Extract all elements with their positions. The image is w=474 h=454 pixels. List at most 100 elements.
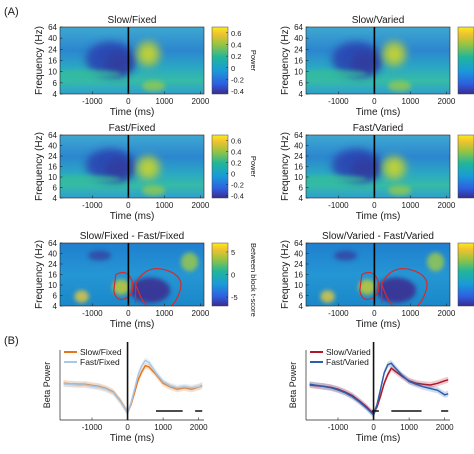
x-tick-label: -1000 (328, 97, 349, 106)
x-tick-label: 1000 (402, 309, 420, 318)
y-tick-label: 10 (294, 173, 303, 182)
y-tick-label: 16 (48, 57, 57, 66)
chart-title: Slow/Fixed - Fast/Fixed (80, 231, 184, 242)
y-tick-label: 64 (48, 131, 57, 140)
significance-contour (135, 267, 182, 306)
y-tick-label: 40 (294, 34, 303, 43)
colorbar-label: Between block t-score (249, 243, 258, 317)
y-tick-label: 24 (48, 45, 57, 54)
y-axis-label: Frequency (Hz) (34, 240, 45, 309)
heatmap-image (306, 27, 450, 94)
y-tick-label: 16 (48, 163, 57, 172)
y-tick-label: 16 (294, 271, 303, 280)
y-tick-label: 64 (294, 23, 303, 32)
x-axis-label: Time (ms) (356, 211, 401, 222)
significance-contour (359, 271, 380, 301)
y-tick-label: 6 (53, 184, 58, 193)
heatmap-2: Slow/Varied 4 6 10 16 24 40 64 -1000 0 1000 2000 Tim… (280, 15, 474, 118)
y-tick-label: 4 (53, 194, 58, 203)
heatmap-1: Slow/Fixed 4 6 10 16 24 40 64 -1000 0 1000 2000 Time… (34, 15, 258, 118)
heatmap-image (60, 27, 204, 94)
y-axis-label: Beta Power (42, 362, 52, 409)
legend-entry: Slow/Varied (326, 347, 371, 357)
colorbar-label: Power (249, 50, 258, 72)
y-axis-label: Frequency (Hz) (34, 26, 45, 95)
y-tick-label: 6 (53, 79, 58, 88)
colorbar-tick-label: 0 (231, 169, 235, 178)
x-tick-label: 1000 (402, 201, 420, 210)
y-tick-label: 4 (299, 302, 304, 311)
y-axis-label: Beta Power (288, 362, 298, 409)
x-axis-label: Time (ms) (110, 107, 155, 118)
y-tick-label: 24 (294, 45, 303, 54)
y-tick-label: 40 (48, 250, 57, 259)
colorbar-tick-label: 0.6 (231, 29, 241, 38)
legend-entry: Slow/Fixed (80, 347, 122, 357)
y-axis-label: Frequency (Hz) (280, 26, 291, 95)
chart-title: Slow/Varied - Fast/Varied (322, 231, 434, 242)
x-tick-label: 2000 (438, 97, 456, 106)
colorbar-tick-label: 0.2 (231, 158, 241, 167)
colorbar (211, 26, 229, 95)
y-tick-label: 64 (48, 23, 57, 32)
significance-contour (381, 267, 428, 306)
legend-entry: Fast/Fixed (80, 357, 120, 367)
colorbar-tick-label: -0.4 (231, 191, 244, 200)
colorbar (211, 134, 229, 199)
y-tick-label: 4 (299, 194, 304, 203)
x-tick-label: -1000 (82, 309, 103, 318)
x-tick-label: 0 (126, 97, 131, 106)
colorbar-tick-label: 0.2 (231, 52, 241, 61)
legend-entry: Fast/Varied (326, 357, 369, 367)
x-axis-label: Time (ms) (356, 107, 401, 118)
colorbar-tick-label: 0.6 (231, 136, 241, 145)
heatmap-image (306, 135, 450, 198)
x-tick-label: 0 (371, 423, 376, 432)
y-tick-label: 4 (53, 90, 58, 99)
y-tick-label: 4 (53, 302, 58, 311)
heatmap-image (60, 135, 204, 198)
y-tick-label: 6 (299, 184, 304, 193)
colorbar-tick-label: 0 (231, 64, 235, 73)
significance-contour (113, 271, 134, 301)
y-tick-label: 6 (299, 292, 304, 301)
y-tick-label: 64 (294, 239, 303, 248)
series-line (309, 362, 449, 417)
chart-title: Fast/Fixed (109, 123, 156, 134)
x-tick-label: -1000 (82, 97, 103, 106)
chart-title: Slow/Varied (352, 15, 405, 26)
series-line (63, 359, 203, 415)
y-tick-label: 64 (48, 239, 57, 248)
line-plot-1: -1000 0 1000 2000 Time (ms) Beta Power Slow/Fi… (42, 342, 208, 444)
colorbar (457, 134, 474, 199)
x-tick-label: 1000 (154, 423, 172, 432)
y-tick-label: 40 (294, 142, 303, 151)
colorbar (457, 26, 474, 95)
y-tick-label: 24 (48, 152, 57, 161)
x-tick-label: 1000 (156, 201, 174, 210)
y-tick-label: 40 (294, 250, 303, 259)
y-tick-label: 24 (48, 260, 57, 269)
x-tick-label: 1000 (400, 423, 418, 432)
y-tick-label: 24 (294, 260, 303, 269)
line-plot-2: -1000 0 1000 2000 Time (ms) Beta Power Slow/Va… (288, 342, 454, 444)
heatmap-image (60, 243, 204, 306)
x-tick-label: 2000 (190, 423, 208, 432)
colorbar-label: Power (249, 156, 258, 178)
x-tick-label: 2000 (438, 309, 456, 318)
y-tick-label: 10 (48, 281, 57, 290)
colorbar-tick-label: 0.4 (231, 40, 241, 49)
x-tick-label: 2000 (436, 423, 454, 432)
y-tick-label: 10 (48, 68, 57, 77)
x-tick-label: -1000 (82, 423, 103, 432)
y-tick-label: 24 (294, 152, 303, 161)
x-tick-label: 0 (125, 423, 130, 432)
series-error-band (309, 365, 449, 417)
chart-title: Slow/Fixed (108, 15, 157, 26)
y-tick-label: 40 (48, 34, 57, 43)
x-tick-label: -1000 (82, 201, 103, 210)
